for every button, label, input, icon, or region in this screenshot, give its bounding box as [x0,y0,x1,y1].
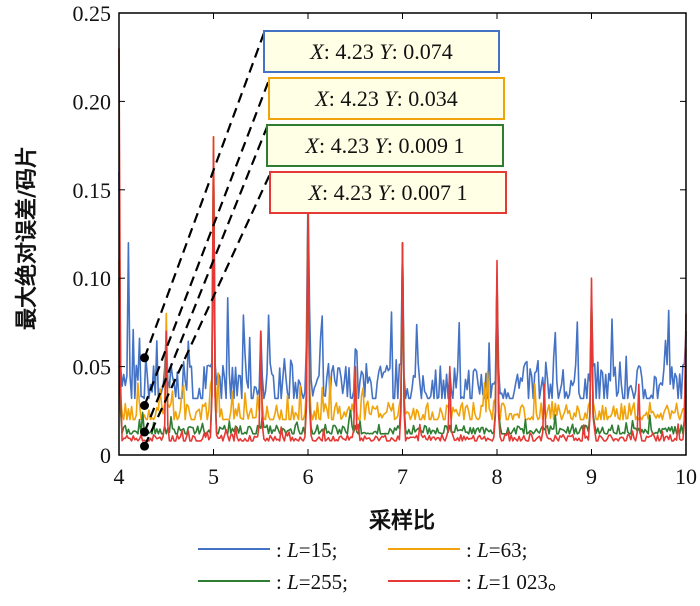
datatip-y-value: : 0.009 1 [387,133,465,158]
legend-prefix: : [466,570,477,594]
x-tick-label: 7 [397,464,408,489]
datatip-y-label: Y [375,133,390,158]
legend-entry-label: : L=15; [276,538,337,562]
datatip-y-value: : 0.074 [392,39,453,64]
x-tick-label: 5 [208,464,219,489]
legend-var: L [286,570,299,594]
y-tick-label: 0.15 [73,178,112,203]
y-axis-label: 最大绝对误差/码片 [14,146,40,330]
x-axis-label: 采样比 [369,508,435,534]
datatip-x-label: X [309,39,325,64]
datatip-x-value: : 4.23 [322,180,378,205]
datatip-leader [143,32,266,359]
tick-layer: 4 5 6 7 8 9 10 0 0.05 0.10 0.15 0.20 0.25 [73,1,698,489]
datatip-x-value: : 4.23 [324,39,380,64]
datatip-box [268,77,505,120]
datatip-marker [140,441,150,451]
legend-prefix: : [276,538,287,562]
datatip-marker [140,353,150,363]
legend-var: L [476,538,489,562]
x-tick-label: 8 [492,464,503,489]
datatip-x-value: : 4.23 [329,86,385,111]
legend-value: =1 023。 [489,570,569,594]
datatip-x-label: X [308,180,324,205]
x-tick-label: 6 [303,464,314,489]
y-tick-label: 0 [100,443,111,468]
datatip-y-value: : 0.007 1 [390,180,468,205]
datatip-y-value: : 0.034 [397,86,458,111]
datatip-x-label: X [314,86,330,111]
datatip-y-label: Y [379,39,394,64]
datatip-marker [140,427,150,437]
datatip-leader [143,126,269,433]
datatip-y-label: Y [378,180,393,205]
y-tick-label: 0.05 [73,355,112,380]
legend-entry-label: : L=63; [466,538,527,562]
datatip-box [269,171,507,214]
x-tick-label: 9 [586,464,597,489]
legend-var: L [476,570,489,594]
x-tick-label: 10 [675,464,697,489]
datatip-leader [143,79,271,406]
series-line [118,48,687,442]
datatip-y-label: Y [384,86,399,111]
legend-value: =63; [489,538,528,562]
y-tick-label: 0.25 [73,1,112,26]
series-layer [118,48,687,442]
datatip-leader [143,173,271,447]
datatip-box [263,30,500,73]
x-tick-label: 4 [114,464,125,489]
legend-value: =15; [299,538,338,562]
datatip-box [266,124,504,167]
datatip-text: X: 4.23 Y: 0.009 1 [305,133,465,158]
datatip-text: X: 4.23 Y: 0.007 1 [308,180,468,205]
legend-entry-label: : L=1 023。 [466,570,569,594]
datatip-text: X: 4.23 Y: 0.074 [309,39,452,64]
legend-prefix: : [466,538,477,562]
y-tick-label: 0.20 [73,89,112,114]
legend-prefix: : [276,570,287,594]
datatip-x-value: : 4.23 [319,133,375,158]
legend-entry-label: : L=255; [276,570,348,594]
datatip-x-label: X [305,133,321,158]
datatip-text: X: 4.23 Y: 0.034 [314,86,457,111]
legend-value: =255; [299,570,348,594]
legend: : L=15;: L=63;: L=255;: L=1 023。 [198,538,569,594]
y-tick-label: 0.10 [73,266,112,291]
datatip-marker [140,400,150,410]
legend-var: L [286,538,299,562]
